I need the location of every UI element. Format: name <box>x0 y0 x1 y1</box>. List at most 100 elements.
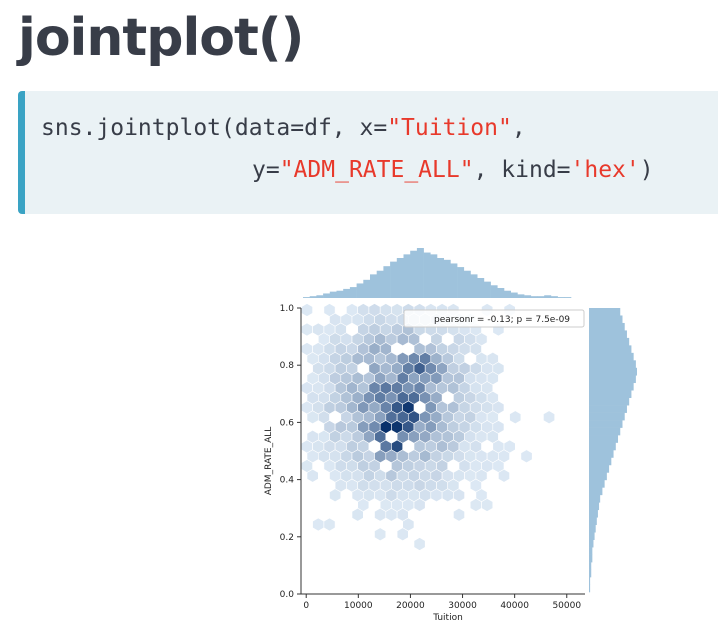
x-marginal-bar <box>470 274 478 298</box>
code-string-token: 'hex' <box>570 157 640 183</box>
hexbin-cell <box>306 468 319 483</box>
y-marginal-bar <box>589 435 619 443</box>
y-tick-label: 0.2 <box>280 533 294 543</box>
x-marginal-bar <box>336 290 344 298</box>
x-marginal-bar <box>517 294 525 298</box>
x-marginal-bar <box>530 296 538 298</box>
y-axis-label: ADM_RATE_ALL <box>264 427 274 496</box>
y-marginal-bar <box>589 442 616 451</box>
y-marginal-bar <box>589 322 625 331</box>
x-marginal-bar <box>497 288 505 298</box>
hexbin-layer <box>301 303 556 551</box>
x-marginal-bar <box>363 279 371 298</box>
y-marginal-bar <box>589 479 605 488</box>
x-marginal-bar <box>323 293 331 298</box>
hexbin-cell <box>453 488 465 503</box>
x-marginal-bar <box>550 296 558 298</box>
x-marginal-bar <box>329 291 337 298</box>
y-marginal-bar <box>589 517 597 526</box>
legend-text: pearsonr = -0.13; p = 7.5e-09 <box>434 315 570 325</box>
x-tick-label: 0 <box>303 601 309 611</box>
y-marginal-bar <box>589 390 632 398</box>
code-line-1: sns.jointplot(data=df, x="Tuition", <box>41 113 526 143</box>
y-marginal-bar <box>589 584 591 593</box>
x-marginal-bar <box>524 295 532 298</box>
code-block: sns.jointplot(data=df, x="Tuition", y="A… <box>18 91 718 214</box>
x-marginal-bar <box>477 278 485 298</box>
y-tick-label: 0.4 <box>280 476 295 486</box>
y-marginal-bar <box>589 509 598 518</box>
y-marginal-bar <box>589 382 634 391</box>
annotation-legend: pearsonr = -0.13; p = 7.5e-09 <box>403 309 585 328</box>
hexbin-cell <box>396 332 409 347</box>
hexbin-cell <box>323 517 336 532</box>
y-marginal-bar <box>589 360 636 369</box>
y-marginal-bar <box>589 562 592 570</box>
x-marginal-bar <box>483 281 491 298</box>
x-tick-label: 10000 <box>344 601 373 611</box>
y-marginal-bar <box>589 502 600 511</box>
x-axis-label: Tuition <box>432 613 463 623</box>
hexbin-cell <box>441 488 454 503</box>
y-marginal-bar <box>589 547 593 555</box>
code-string-token: "ADM_RATE_ALL" <box>279 157 474 183</box>
x-marginal-bar <box>490 285 498 298</box>
hexbin-cell <box>301 303 313 317</box>
x-marginal-bar <box>463 270 471 298</box>
page-title: jointplot() <box>18 8 304 68</box>
hexbin-cell <box>413 537 426 551</box>
hexbin-cell <box>306 410 319 425</box>
hexbin-cell <box>543 410 556 425</box>
hexbin-cell <box>301 322 313 337</box>
y-marginal-bar <box>589 577 591 585</box>
y-marginal-bar <box>589 450 614 458</box>
x-marginal-bar <box>370 274 377 298</box>
y-marginal-bar <box>589 337 630 346</box>
y-marginal-bar <box>589 412 625 421</box>
y-marginal-bar <box>589 427 621 436</box>
jointplot-svg: 0 10000 20000 30000 40000 50000 0.0 0.2 0.4 0.6 0.… <box>264 248 637 623</box>
y-tick-label: 0.8 <box>280 361 295 371</box>
x-marginal-bar <box>564 297 572 298</box>
x-marginal-bar <box>450 263 458 298</box>
x-marginal-bar <box>423 252 431 298</box>
y-marginal-bar <box>589 345 632 354</box>
hexbin-cell <box>509 410 522 425</box>
code-token: , <box>511 115 526 141</box>
x-marginal-bar <box>403 254 411 298</box>
x-marginal-bar <box>443 259 451 298</box>
y-marginal-bar <box>589 352 634 361</box>
x-marginal-bar <box>303 297 310 298</box>
x-marginal-bar <box>309 296 317 298</box>
hexbin-cell <box>396 527 409 542</box>
x-marginal-bar <box>390 261 398 298</box>
y-marginal-bar <box>589 464 610 473</box>
hexbin-cell <box>481 498 494 512</box>
y-marginal-bar <box>589 554 593 563</box>
x-marginal-bar <box>396 258 404 298</box>
legend-box <box>403 309 585 328</box>
y-marginal-bar <box>589 367 637 376</box>
x-marginal-bar <box>437 258 444 298</box>
y-tick-label: 0.0 <box>280 590 295 600</box>
hexbin-cell <box>329 488 342 503</box>
y-marginal-bar <box>589 524 596 533</box>
hexbin-cell <box>312 517 325 532</box>
x-marginal-bar <box>430 254 438 298</box>
y-marginal-bar <box>589 375 636 384</box>
x-marginal-bar <box>416 248 424 298</box>
jointplot-figure: 0 10000 20000 30000 40000 50000 0.0 0.2 0.4 0.6 0.… <box>240 240 718 633</box>
code-token: y= <box>252 157 280 183</box>
x-marginal-bar <box>376 270 384 298</box>
hexbin-cell <box>430 488 443 503</box>
hexbin-cell <box>374 527 387 542</box>
code-string-token: "Tuition" <box>387 115 512 141</box>
y-marginal-bar <box>589 397 630 406</box>
y-tick-label: 0.6 <box>280 418 295 428</box>
hexbin-cell <box>453 507 465 522</box>
hexbin-cell <box>413 498 426 512</box>
y-marginal-bar <box>589 539 594 548</box>
hexbin-cell <box>374 507 387 522</box>
y-marginal-bar <box>589 330 627 339</box>
x-marginal-bar <box>537 296 545 298</box>
